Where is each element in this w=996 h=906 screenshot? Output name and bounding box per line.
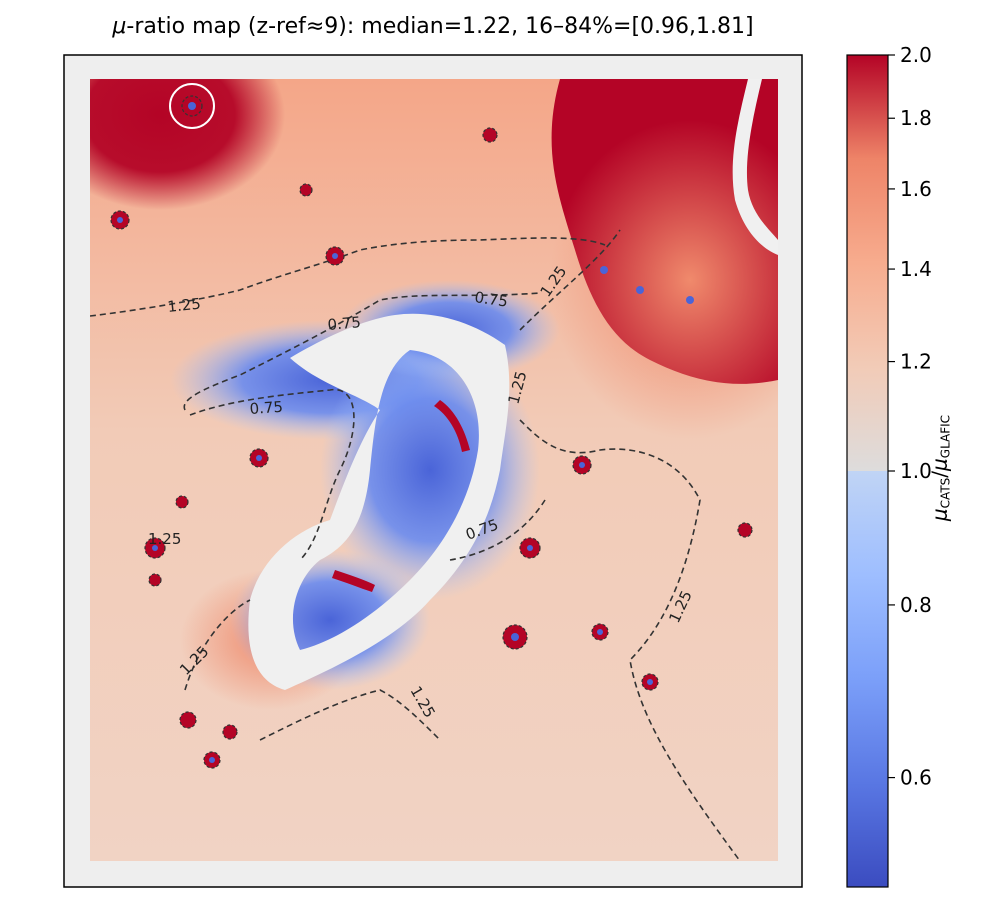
title-mu-symbol: μ (112, 14, 127, 39)
critical-curve-arc (732, 79, 778, 255)
colorbar-ticks: 0.6 0.8 1.0 1.2 1.4 1.6 1.8 2.0 (888, 43, 932, 790)
high-ratio-strip (434, 400, 470, 452)
contour-lines (90, 229, 741, 861)
warm-region-right (550, 120, 778, 440)
chart-title: μ-ratio map (z-ref≈9): median=1.22, 16–8… (0, 14, 866, 39)
colorbar-gradient (846, 54, 889, 888)
contour-label: 0.75 (249, 398, 284, 418)
contour-label: 1.25 (167, 295, 202, 316)
high-ratio-strip-2 (332, 570, 375, 592)
colorbar-tick-label: 1.0 (900, 459, 932, 483)
ratio-map (90, 79, 778, 861)
high-ratio-region-top-left (90, 79, 285, 210)
contour-label: 0.75 (473, 288, 509, 310)
title-text: -ratio map (z-ref≈9): median=1.22, 16–84… (126, 14, 754, 39)
colorbar-tick-label: 1.8 (900, 106, 932, 130)
galaxy-cores (117, 102, 694, 763)
contour-label: 0.75 (327, 313, 362, 334)
contour-label: 1.25 (148, 530, 181, 548)
colorbar-tick-label: 1.2 (900, 350, 932, 374)
colorbar-tick-label: 1.6 (900, 177, 932, 201)
critical-curve-band (248, 313, 510, 690)
colorbar-label: μCATS/μGLAFIC (927, 414, 953, 522)
colorbar-tick-label: 0.6 (900, 766, 932, 790)
colorbar-tick-label: 2.0 (900, 43, 932, 67)
colorbar-tick-label: 1.4 (900, 257, 932, 281)
colorbar: 0.6 0.8 1.0 1.2 1.4 1.6 1.8 2.0 (846, 43, 932, 888)
colorbar-tick-label: 0.8 (900, 593, 932, 617)
